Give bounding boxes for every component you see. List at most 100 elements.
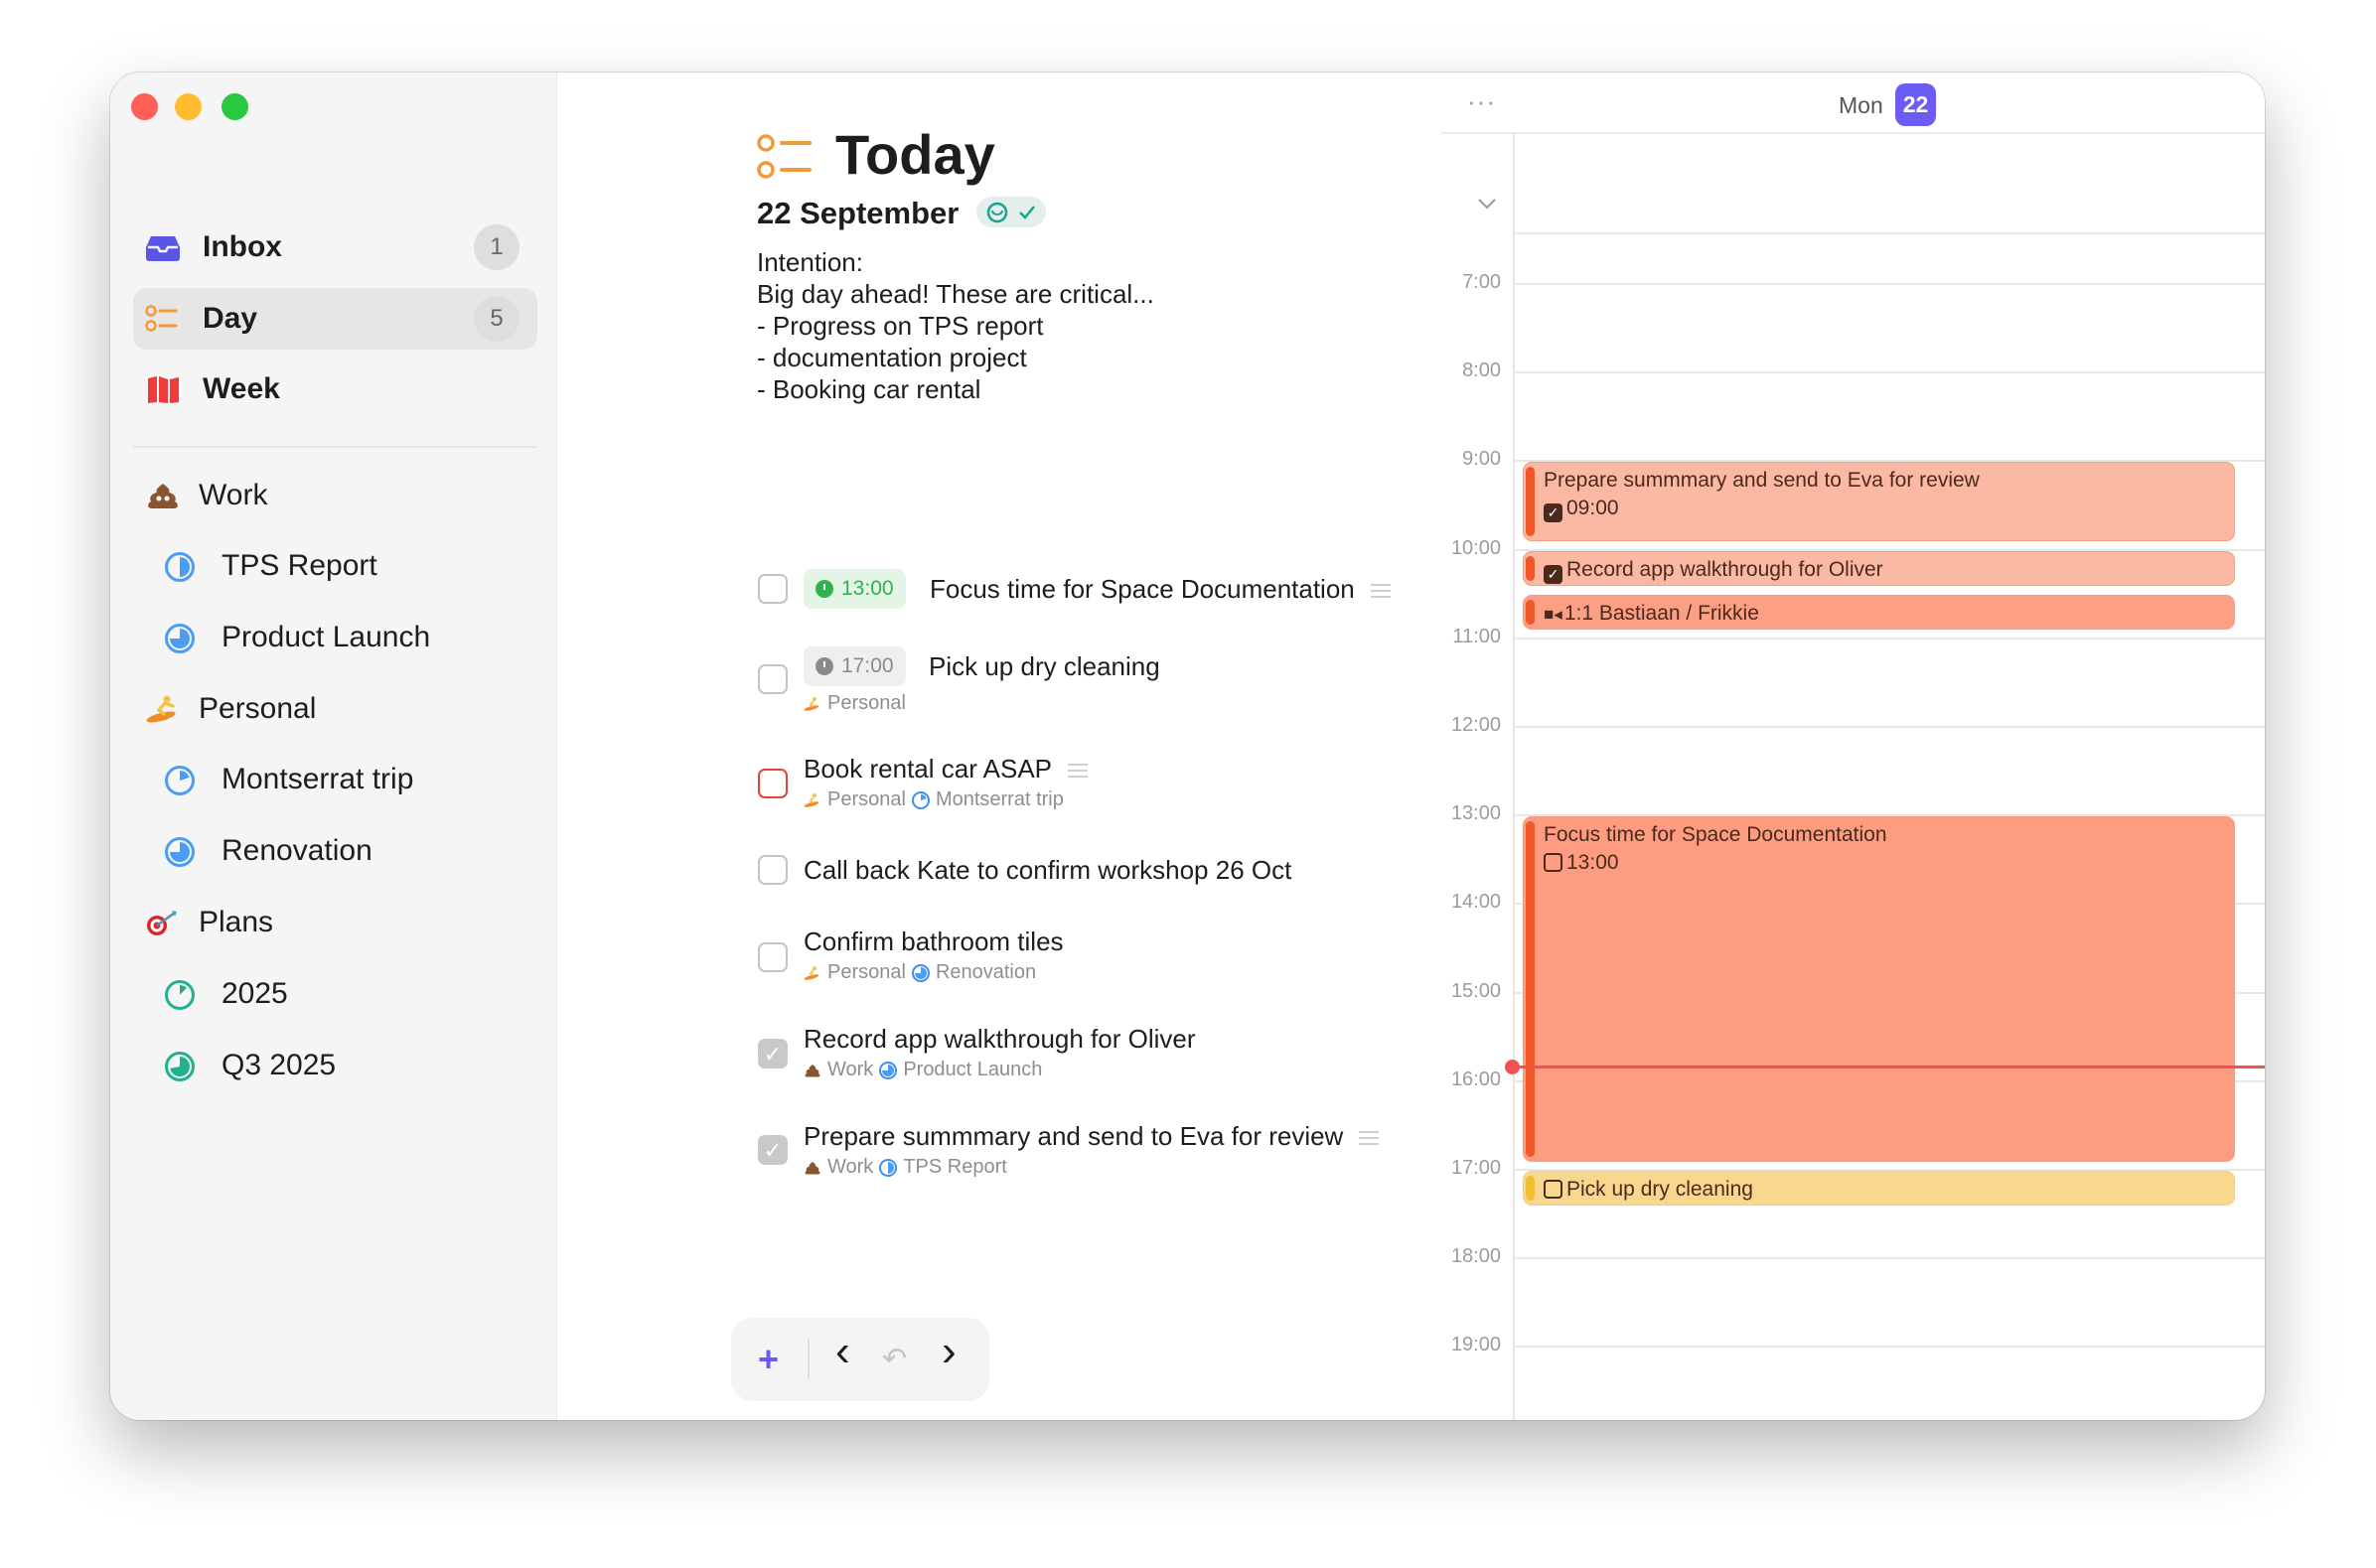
sidebar-item-label: Renovation [222, 834, 372, 867]
event-title-line: Pick up dry cleaning [1544, 1178, 2234, 1202]
previous-day-button[interactable]: ‹ [835, 1327, 850, 1375]
calendar-event[interactable]: ✓ Record app walkthrough for Oliver [1523, 550, 2235, 586]
hour-gridline [1513, 814, 2265, 817]
event-color-bar [1526, 1176, 1535, 1202]
task-checkbox-checked[interactable]: ✓ [758, 1135, 788, 1165]
calendar-event[interactable]: ■◂1:1 Bastiaan / Frikkie [1523, 595, 2235, 631]
event-color-bar [1526, 555, 1535, 581]
sidebar-item-label: Work [199, 479, 268, 511]
event-title: Pick up dry cleaning [1566, 1178, 1753, 1201]
progress-pie-icon [165, 552, 195, 582]
sidebar-item-label: Plans [199, 906, 274, 938]
zoom-window-button[interactable] [222, 93, 248, 120]
hour-gridline [1513, 637, 2265, 640]
task-checkbox[interactable] [758, 574, 788, 604]
bottom-toolbar: + ‹ ↶ › [731, 1318, 989, 1401]
task-checkbox[interactable] [758, 855, 788, 885]
checkbox-icon[interactable] [1544, 853, 1562, 873]
time-pill: 13:00 [804, 569, 906, 609]
task-title: Book rental car ASAP [804, 754, 1089, 784]
intention-note[interactable]: Intention: Big day ahead! These are crit… [757, 247, 1154, 404]
task-checkbox-overdue[interactable] [758, 769, 788, 798]
more-options-button[interactable]: ··· [1467, 86, 1496, 116]
app-window: Inbox 1 Day 5 Week Work TPS Report Produ… [110, 72, 2265, 1420]
task-meta: Work TPS Report [804, 1156, 1007, 1179]
task-title-text: Prepare summmary and send to Eva for rev… [804, 1121, 1344, 1151]
task-title: Record app walkthrough for Oliver [804, 1024, 1196, 1054]
hour-label: 8:00 [1462, 359, 1501, 382]
sidebar-area-plans[interactable]: Plans [133, 892, 537, 953]
event-time-line: 13:00 [1544, 851, 2234, 875]
today-date-badge[interactable]: 22 [1895, 83, 1936, 126]
notes-icon [1370, 584, 1391, 599]
sidebar-project-renovation[interactable]: Renovation [133, 820, 537, 882]
sidebar-area-work[interactable]: Work [133, 465, 537, 526]
current-time-dot [1505, 1059, 1520, 1074]
sidebar-item-day[interactable]: Day 5 [133, 288, 537, 350]
task-title: Prepare summmary and send to Eva for rev… [804, 1121, 1380, 1152]
task-project: Product Launch [903, 1059, 1043, 1080]
week-map-icon [148, 376, 179, 403]
sidebar-item-label: TPS Report [222, 549, 377, 582]
checkbox-icon[interactable] [1544, 1180, 1562, 1199]
time-column-divider [1513, 132, 1515, 1420]
hour-gridline [1513, 371, 2265, 374]
task-area: Work [827, 1059, 874, 1080]
event-title: Prepare summmary and send to Eva for rev… [1544, 469, 1980, 493]
sidebar-item-label: Day [203, 302, 258, 335]
hour-label: 18:00 [1450, 1245, 1501, 1268]
day-view: Today 22 September Intention: Big day ah… [558, 72, 1512, 1420]
task-checkbox-checked[interactable]: ✓ [758, 1039, 788, 1069]
calendar-event[interactable]: Pick up dry cleaning [1523, 1171, 2235, 1207]
task-title: Call back Kate to confirm workshop 26 Oc… [804, 855, 1292, 885]
sidebar-project-q3-2025[interactable]: Q3 2025 [133, 1035, 537, 1096]
surfer-emoji-icon [804, 696, 819, 711]
sidebar-item-inbox[interactable]: Inbox 1 [133, 216, 537, 278]
hour-label: 16:00 [1450, 1068, 1501, 1090]
progress-pie-icon [879, 1061, 898, 1079]
page-title: Today [835, 123, 995, 186]
checked-box-icon[interactable]: ✓ [1544, 503, 1562, 523]
calendar-event[interactable]: Focus time for Space Documentation 13:00 [1523, 816, 2235, 1162]
surfer-emoji-icon [146, 695, 176, 723]
hour-label: 19:00 [1450, 1334, 1501, 1356]
sidebar-project-montserrat-trip[interactable]: Montserrat trip [133, 749, 537, 810]
task-time: 17:00 [841, 654, 894, 677]
hour-label: 14:00 [1450, 891, 1501, 914]
task-checkbox[interactable] [758, 942, 788, 972]
task-checkbox[interactable] [758, 664, 788, 694]
hour-label: 15:00 [1450, 979, 1501, 1002]
task-area: Work [827, 1156, 874, 1178]
progress-pie-icon [911, 790, 930, 809]
next-day-button[interactable]: › [942, 1327, 957, 1375]
surfer-emoji-icon [804, 792, 819, 807]
pile-of-poo-emoji-icon [805, 1161, 820, 1174]
event-color-bar [1526, 467, 1535, 537]
task-meta: Personal [804, 692, 906, 715]
sidebar-project-product-launch[interactable]: Product Launch [133, 607, 537, 668]
sidebar-project-2025[interactable]: 2025 [133, 963, 537, 1025]
day-list-icon [757, 134, 812, 179]
calendar-day-name: Mon [1839, 92, 1883, 118]
sidebar-area-personal[interactable]: Personal [133, 678, 537, 740]
calendar-event[interactable]: Prepare summmary and send to Eva for rev… [1523, 462, 2235, 542]
sidebar-item-label: Montserrat trip [222, 763, 414, 795]
checked-box-icon[interactable]: ✓ [1544, 564, 1562, 584]
task-title: Focus time for Space Documentation [930, 574, 1391, 605]
minimize-window-button[interactable] [175, 93, 202, 120]
current-time-indicator [1505, 1059, 2265, 1074]
progress-pie-icon [165, 837, 195, 867]
hour-label: 7:00 [1462, 271, 1501, 293]
chevron-down-icon[interactable] [1477, 198, 1497, 210]
event-title: Record app walkthrough for Oliver [1566, 557, 1883, 581]
add-task-button[interactable]: + [758, 1339, 780, 1379]
day-review-status-badge[interactable] [976, 197, 1046, 227]
undo-button[interactable]: ↶ [882, 1343, 908, 1375]
close-window-button[interactable] [131, 93, 158, 120]
all-day-divider [1513, 232, 2265, 234]
progress-pie-icon [165, 624, 195, 653]
sidebar-project-tps-report[interactable]: TPS Report [133, 535, 537, 597]
task-meta: Personal Montserrat trip [804, 788, 1064, 811]
sidebar-item-week[interactable]: Week [133, 358, 537, 420]
event-title-line: Focus time for Space Documentation [1544, 823, 2234, 847]
